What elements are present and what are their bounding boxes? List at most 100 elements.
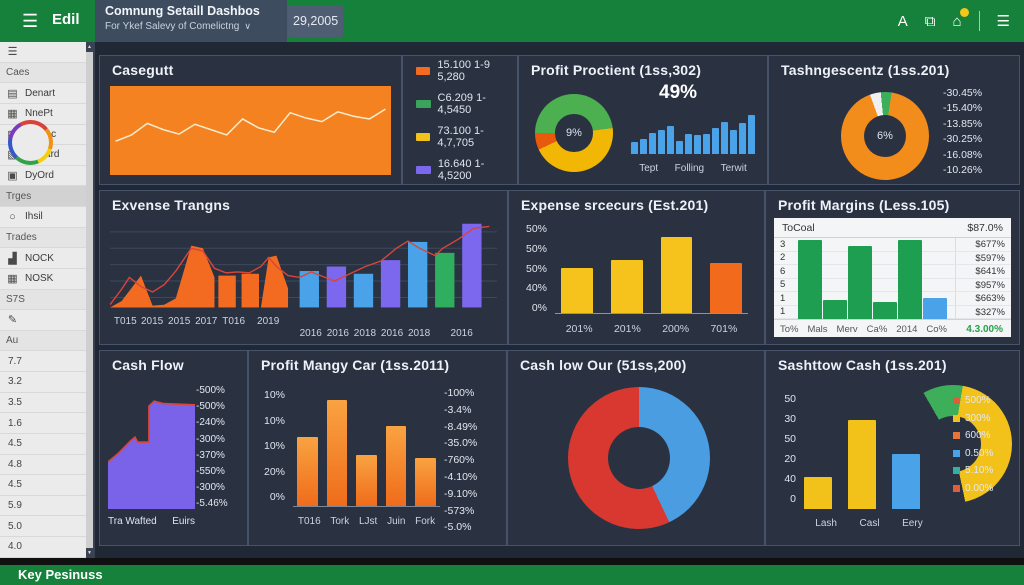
sidebar-item-label: 4.0	[8, 541, 22, 553]
filter-dropdown[interactable]: For Ykef Salevy of Comelictng ∨	[105, 21, 251, 32]
y-axis-ticks: 50 30 50 20 40 0	[776, 393, 796, 505]
sidebar-item-7-7[interactable]: 7.7	[0, 351, 86, 372]
margins-table: ToCoal $87.0% 3 $677% 2 $597% 6 $641% 5 $957% 1 $…	[774, 218, 1011, 337]
sidebar-item-dyord[interactable]: ▣ DyOrd	[0, 165, 86, 187]
copy-document-icon[interactable]: ⧉	[924, 12, 936, 30]
axis-tick: Tept	[639, 163, 659, 174]
cashflow-area-chart	[108, 385, 195, 509]
sidebar-item-nosk[interactable]: ▦ NOSK	[0, 268, 86, 290]
legend-label: 0.00%	[965, 482, 994, 494]
value-item: -100%	[444, 387, 475, 399]
axis-tick: 0%	[269, 491, 285, 503]
value-item: -573%	[444, 504, 475, 517]
value-list: -30.45% -15.40% -13.85% -30.25% -16.08% -10.2…	[943, 86, 1009, 178]
table-header: ToCoal $87.0%	[774, 218, 1011, 238]
sidebar-scrollbar[interactable]: ▲ ▼	[86, 42, 93, 558]
panel-title: Profit Proctient (1ss,302)	[531, 62, 702, 78]
sidebar-item-4-0[interactable]: 4.0	[0, 537, 86, 558]
legend-item: 0.50%	[953, 448, 1017, 459]
page-title: Comnung Setaill Dashbos	[105, 4, 260, 18]
legend-label: 0.50%	[965, 447, 994, 459]
panel-exvense-trangns: Exvense Trangns T015 2015 2015 2017 T016 2019…	[99, 190, 508, 345]
axis-tick: 2016	[326, 328, 349, 339]
sidebar: ☰Caes▤Denart▦NnePt▨Fradbc▧Revlard▣DyOrdT…	[0, 42, 95, 558]
sidebar-item-nock[interactable]: ▟ NOCK	[0, 248, 86, 269]
sidebar-item-ihsil[interactable]: ○ Ihsil	[0, 207, 86, 228]
bar	[658, 129, 665, 154]
axis-tick: 200%	[662, 323, 690, 335]
legend-label: 500%	[965, 395, 991, 406]
sidebar-item-4-8[interactable]: 4.8	[0, 454, 86, 476]
status-bar: Key Pesinuss	[0, 565, 1024, 585]
text-format-icon[interactable]: A	[897, 12, 908, 30]
panel-sashttow-cash: Sashttow Cash (1ss.201) 50 30 50 20 40 0 Lash…	[765, 350, 1020, 546]
sidebar-item-5-0[interactable]: 5.0	[0, 516, 86, 537]
sidebar-item-4-5[interactable]: 4.5	[0, 433, 86, 455]
filter-value-box[interactable]: 29,2005	[288, 5, 344, 37]
casegutt-line-chart	[110, 86, 391, 175]
sidebar-item[interactable]: ✎	[0, 310, 86, 331]
axis-tick: 2018	[353, 328, 377, 339]
sidebar-item[interactable]: ☰	[0, 42, 86, 63]
axis-tick: 2014	[896, 323, 918, 335]
divider	[978, 11, 980, 31]
sidebar-item-3-5[interactable]: 3.5	[0, 392, 86, 414]
legend-item: 0.00%	[953, 483, 1017, 494]
scroll-down-icon[interactable]: ▼	[86, 548, 93, 558]
bar	[804, 477, 832, 509]
sidebar-item-nnept[interactable]: ▦ NnePt	[0, 103, 86, 125]
x-axis-labels: Tept Folling Terwit	[631, 163, 755, 174]
sidebar-item-label: 7.7	[8, 355, 22, 367]
value-item: -300%	[196, 433, 225, 445]
sidebar-item-au: Au	[0, 330, 86, 352]
sidebar-item-label: 3.2	[8, 376, 22, 388]
footer-divider	[0, 558, 1024, 565]
axis-tick: Euirs	[172, 516, 195, 527]
scroll-up-icon[interactable]: ▲	[86, 42, 93, 52]
sidebar-item-4-5[interactable]: 4.5	[0, 475, 86, 496]
circle-icon: ○	[9, 210, 16, 223]
panel-casegutt-legend: 15.100 1-9 5,280 C6.209 1-4,5450 73.100 1-…	[402, 55, 518, 185]
sidebar-item-5-9[interactable]: 5.9	[0, 495, 86, 517]
sidebar-item-label: 4.8	[8, 458, 22, 470]
bar	[649, 133, 656, 154]
panel-title: Tashngescentz (1ss.201)	[781, 62, 950, 78]
value-item: -370%	[196, 449, 225, 461]
y-axis-ticks: 10% 10% 10% 20% 0%	[257, 389, 285, 503]
sidebar-item-denart[interactable]: ▤ Denart	[0, 83, 86, 104]
value-item: -30.45%	[943, 87, 983, 99]
legend-label: C6.209 1-4,5450	[437, 91, 486, 116]
axis-tick: Folling	[674, 163, 705, 174]
rainbow-ring-icon	[8, 120, 53, 165]
axis-tick: Eery	[902, 518, 923, 529]
sidebar-item-label: 1.6	[8, 417, 22, 429]
value-list: -500% -500% -240% -300% -370% -550% -300% -5.46…	[196, 383, 243, 513]
sashttow-legend: 500% 300% 600% 0.50% 5.10% 0.00%	[953, 395, 1017, 494]
value-item: -500%	[196, 401, 225, 413]
sidebar-item-label: 5.9	[8, 500, 22, 512]
sidebar-item-label: Caes	[6, 66, 30, 78]
value-item: -35.0%	[444, 437, 478, 450]
bar	[721, 122, 728, 154]
axis-tick: Co%	[926, 323, 947, 335]
sidebar-item-3-2[interactable]: 3.2	[0, 372, 86, 393]
sidebar-item-label: S7S	[6, 293, 25, 305]
sidebar-item-label: Au	[6, 335, 19, 347]
footer-total: 4.3.00%	[966, 323, 1003, 335]
legend-swatch	[953, 449, 960, 457]
axis-tick: 10%	[263, 389, 285, 401]
sidebar-item-label: Trades	[6, 231, 37, 243]
x-axis-labels: 201% 201% 200% 701%	[555, 323, 748, 335]
home-icon[interactable]: ⌂	[952, 7, 969, 30]
margins-bar-chart	[798, 240, 947, 319]
notification-badge	[959, 7, 969, 17]
bar	[923, 298, 947, 319]
card-icon: ▤	[7, 87, 18, 100]
menu-icon[interactable]: ☰	[22, 11, 39, 31]
table-footer: To% Mals Merv Ca% 2014 Co% 4.3.00%	[774, 319, 1011, 338]
app-header: ☰ Edil Comnung Setaill Dashbos For Ykef …	[0, 0, 1024, 42]
legend-swatch	[416, 66, 431, 75]
axis-tick: T016	[222, 316, 246, 327]
sidebar-item-1-6[interactable]: 1.6	[0, 413, 86, 434]
overflow-menu-icon[interactable]: ☰	[996, 13, 1010, 30]
